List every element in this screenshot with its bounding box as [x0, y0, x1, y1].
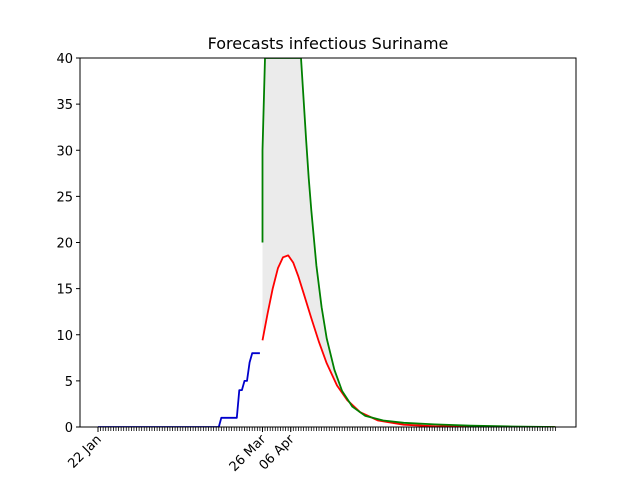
y-tick-label: 35 — [56, 98, 73, 113]
series-line-blue — [98, 352, 260, 427]
y-tick-label: 20 — [56, 237, 73, 252]
y-tick-label: 0 — [65, 421, 73, 436]
chart-title: Forecasts infectious Suriname — [208, 34, 449, 53]
series-line-green — [261, 58, 556, 427]
series-layer — [98, 58, 556, 427]
y-tick-label: 5 — [65, 375, 73, 390]
y-tick-label: 25 — [56, 190, 73, 205]
y-tick-label: 10 — [56, 329, 73, 344]
confidence-band — [262, 58, 556, 427]
y-tick-label: 40 — [56, 52, 73, 67]
shaded-band-layer — [262, 58, 556, 427]
y-tick-label: 15 — [56, 283, 73, 298]
y-tick-label: 30 — [56, 144, 73, 159]
series-line-red — [261, 254, 556, 427]
y-tick-layer: 0 5 10 15 20 25 30 35 40 — [56, 52, 80, 436]
plot-frame — [79, 57, 577, 428]
